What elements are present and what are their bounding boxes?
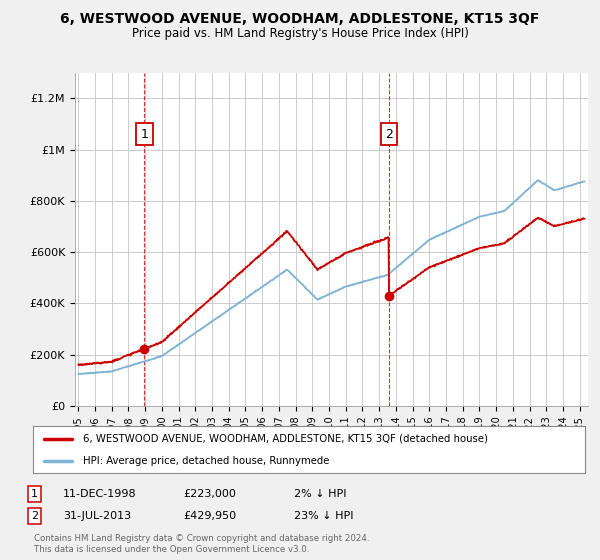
Text: 1: 1 bbox=[31, 489, 38, 499]
Text: 1: 1 bbox=[140, 128, 148, 141]
Text: 31-JUL-2013: 31-JUL-2013 bbox=[63, 511, 131, 521]
Text: HPI: Average price, detached house, Runnymede: HPI: Average price, detached house, Runn… bbox=[83, 456, 329, 466]
Text: This data is licensed under the Open Government Licence v3.0.: This data is licensed under the Open Gov… bbox=[34, 545, 310, 554]
Text: 6, WESTWOOD AVENUE, WOODHAM, ADDLESTONE, KT15 3QF: 6, WESTWOOD AVENUE, WOODHAM, ADDLESTONE,… bbox=[61, 12, 539, 26]
Text: Price paid vs. HM Land Registry's House Price Index (HPI): Price paid vs. HM Land Registry's House … bbox=[131, 27, 469, 40]
Text: £223,000: £223,000 bbox=[183, 489, 236, 499]
Text: 23% ↓ HPI: 23% ↓ HPI bbox=[294, 511, 353, 521]
Text: 2: 2 bbox=[385, 128, 393, 141]
Text: Contains HM Land Registry data © Crown copyright and database right 2024.: Contains HM Land Registry data © Crown c… bbox=[34, 534, 370, 543]
Text: 2% ↓ HPI: 2% ↓ HPI bbox=[294, 489, 347, 499]
Text: 11-DEC-1998: 11-DEC-1998 bbox=[63, 489, 137, 499]
Text: £429,950: £429,950 bbox=[183, 511, 236, 521]
Text: 6, WESTWOOD AVENUE, WOODHAM, ADDLESTONE, KT15 3QF (detached house): 6, WESTWOOD AVENUE, WOODHAM, ADDLESTONE,… bbox=[83, 434, 488, 444]
Text: 2: 2 bbox=[31, 511, 38, 521]
